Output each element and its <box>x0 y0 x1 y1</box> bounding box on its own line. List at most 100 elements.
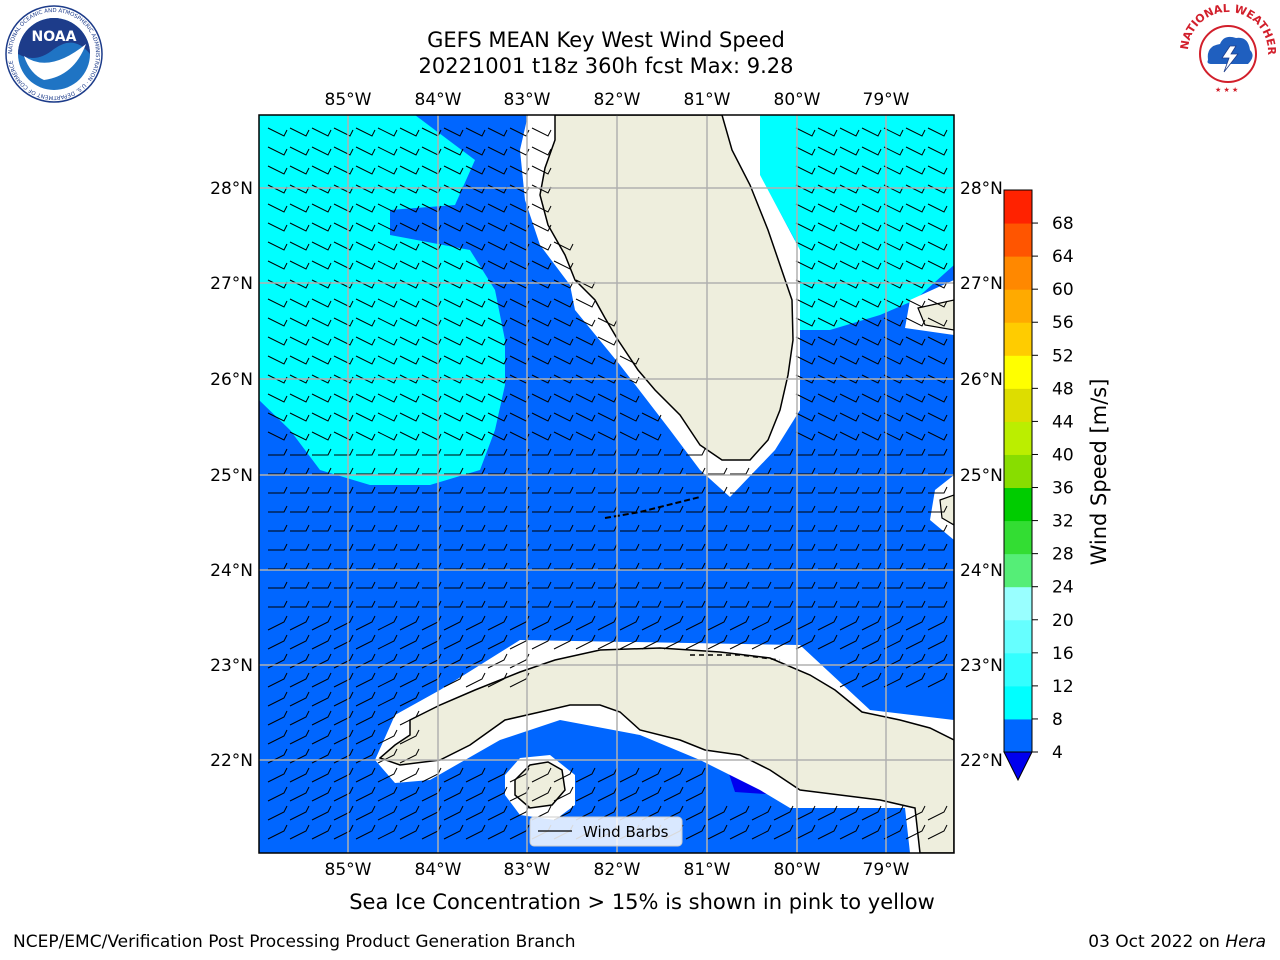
wind-barb <box>399 146 420 156</box>
wind-barb <box>927 317 948 327</box>
wind-barb <box>268 524 288 532</box>
wind-barb <box>685 634 706 650</box>
wind-barb <box>312 524 332 532</box>
wind-barb <box>927 298 948 308</box>
wind-barb <box>532 448 552 456</box>
wind-barb <box>597 412 618 422</box>
wind-barb <box>839 355 860 365</box>
wind-barb <box>883 165 904 175</box>
wind-barb <box>553 260 574 270</box>
wind-barb <box>311 431 332 441</box>
wind-barb <box>620 562 640 570</box>
wind-barb <box>487 336 508 346</box>
wind-barb <box>598 600 618 608</box>
wind-barb <box>861 165 882 175</box>
wind-barb <box>730 600 750 608</box>
lat-tick-label: 23°N <box>960 656 1003 676</box>
wind-barb <box>619 431 640 441</box>
wind-barb <box>883 431 904 441</box>
lon-tick-label: 85°W <box>325 860 372 880</box>
wind-barb <box>817 805 838 821</box>
wind-barb <box>795 241 816 251</box>
wind-barb <box>399 241 420 251</box>
graticule <box>259 115 954 853</box>
wind-barb <box>752 562 772 570</box>
wind-barb <box>708 524 728 532</box>
wind-barb <box>862 581 882 589</box>
wind-barb <box>927 412 948 422</box>
plot-title: GEFS MEAN Key West Wind Speed <box>427 28 785 52</box>
wind-barb <box>466 524 486 532</box>
wind-barb <box>466 467 486 475</box>
lon-tick-label: 84°W <box>415 90 462 110</box>
wind-barb <box>773 824 794 840</box>
wind-barb <box>334 562 354 570</box>
wind-barb <box>268 505 288 513</box>
wind-barb <box>487 615 508 631</box>
wind-barb <box>905 615 926 631</box>
wind-barb <box>840 505 860 513</box>
wind-barb <box>290 562 310 570</box>
wind-barb <box>686 524 706 532</box>
wind-barb <box>839 127 860 137</box>
wind-barb <box>443 824 464 840</box>
wind-barb <box>377 203 398 213</box>
wind-barb <box>311 203 332 213</box>
wind-barb <box>532 543 552 551</box>
wind-barbs-legend: Wind Barbs <box>529 816 683 847</box>
wind-barb <box>620 581 640 589</box>
wind-barb <box>730 505 750 513</box>
wind-barb <box>686 562 706 570</box>
wind-barb <box>531 222 552 232</box>
wind-barb <box>465 393 486 403</box>
wind-barb <box>312 581 332 589</box>
wind-barb <box>311 412 332 422</box>
wind-barb <box>839 146 860 156</box>
wind-barb <box>334 543 354 551</box>
colorbar-bin <box>1004 652 1032 687</box>
wind-barb <box>488 505 508 513</box>
wind-barb <box>817 634 838 650</box>
wind-barb <box>289 222 310 232</box>
wind-barb <box>531 317 552 327</box>
wind-barb <box>729 634 750 650</box>
wind-barb <box>378 600 398 608</box>
wind-barb <box>311 824 332 840</box>
wind-barb <box>290 581 310 589</box>
wind-barb <box>487 786 508 802</box>
lat-tick-label: 28°N <box>210 179 253 199</box>
wind-barb <box>289 729 310 745</box>
wind-barb <box>839 634 860 650</box>
wind-barb <box>377 431 398 441</box>
wind-barb <box>861 824 882 840</box>
wind-barb <box>509 317 530 327</box>
wind-barb <box>289 805 310 821</box>
wind-barb <box>928 505 948 513</box>
wind-barb <box>554 524 574 532</box>
wind-barb <box>840 467 860 475</box>
date-text: 03 Oct 2022 on <box>1088 932 1226 952</box>
wind-barb <box>443 786 464 802</box>
wind-barb <box>267 336 288 346</box>
wind-barb <box>795 222 816 232</box>
lon-tick-label: 80°W <box>774 90 821 110</box>
wind-barb <box>289 634 310 650</box>
wind-barb <box>839 241 860 251</box>
wind-barb <box>355 805 376 821</box>
noaa-sky <box>18 18 90 58</box>
wind-barb <box>355 412 376 422</box>
wind-barb <box>598 524 618 532</box>
wind-barb <box>795 393 816 403</box>
wind-barb <box>377 729 398 745</box>
wind-barb <box>576 467 596 475</box>
wind-barb <box>465 127 486 137</box>
wind-barb <box>795 336 816 346</box>
wind-barb <box>267 431 288 441</box>
wind-barb <box>531 146 552 156</box>
wind-barb <box>641 615 662 631</box>
wind-barb <box>487 393 508 403</box>
wind-barb <box>553 431 574 441</box>
wind-barb <box>861 412 882 422</box>
